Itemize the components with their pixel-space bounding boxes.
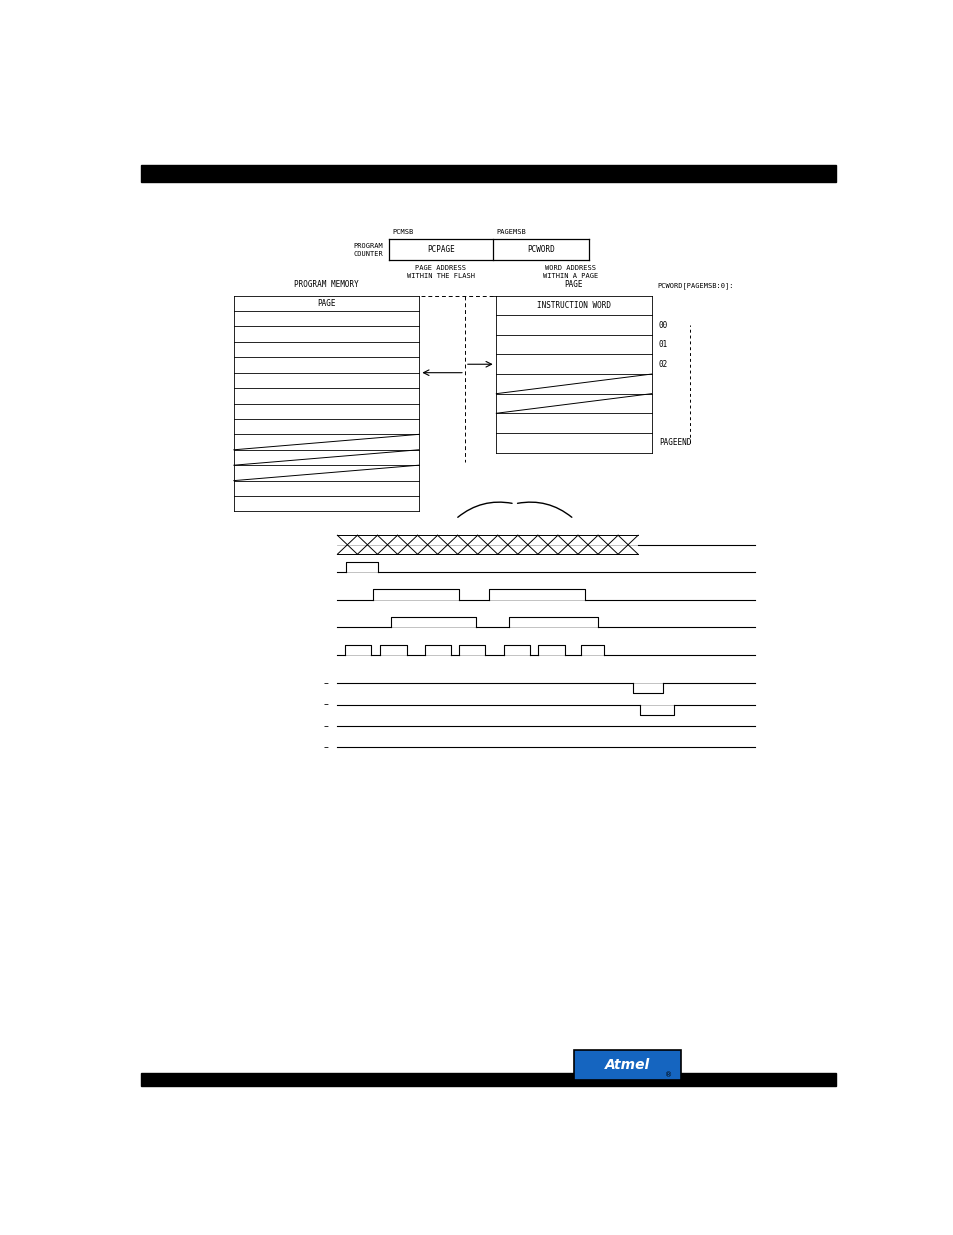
Text: –: – [323, 678, 328, 688]
Text: PAGEMSB: PAGEMSB [496, 228, 525, 235]
Text: PAGEEND: PAGEEND [659, 438, 691, 447]
Text: PAGE: PAGE [564, 280, 582, 289]
Text: PAGE: PAGE [316, 299, 335, 308]
Text: PROGRAM MEMORY: PROGRAM MEMORY [294, 280, 358, 289]
Text: –: – [323, 742, 328, 752]
Text: WORD ADDRESS
WITHIN A PAGE: WORD ADDRESS WITHIN A PAGE [542, 266, 598, 279]
Text: PCMSB: PCMSB [393, 228, 414, 235]
Text: PAGE ADDRESS
WITHIN THE FLASH: PAGE ADDRESS WITHIN THE FLASH [406, 266, 475, 279]
Text: PROGRAM
COUNTER: PROGRAM COUNTER [353, 243, 383, 257]
Text: 02: 02 [659, 359, 667, 369]
Text: 00: 00 [659, 321, 667, 330]
Text: PCWORD: PCWORD [526, 246, 554, 254]
Bar [141, 165, 836, 183]
Text: PCWORD[PAGEMSB:0]:: PCWORD[PAGEMSB:0]: [657, 282, 733, 289]
Text: 01: 01 [659, 340, 667, 350]
Bar [141, 1073, 836, 1086]
Text: ®: ® [664, 1072, 671, 1078]
Text: Atmel: Atmel [604, 1058, 650, 1072]
Text: –: – [323, 721, 328, 731]
Text: –: – [323, 699, 328, 709]
Text: INSTRUCTION WORD: INSTRUCTION WORD [537, 301, 610, 310]
Text: PCPAGE: PCPAGE [427, 246, 455, 254]
FancyBboxPatch shape [574, 1050, 680, 1081]
